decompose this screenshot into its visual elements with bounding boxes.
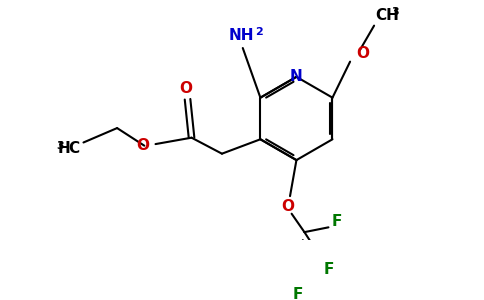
Text: 2: 2 [256, 27, 263, 37]
Text: O: O [357, 46, 369, 61]
Text: O: O [180, 81, 193, 96]
Text: F: F [293, 287, 303, 300]
Text: O: O [136, 138, 149, 153]
Text: N: N [290, 69, 303, 84]
Text: 3: 3 [392, 7, 399, 17]
Text: C: C [68, 141, 79, 156]
Text: NH: NH [228, 28, 254, 43]
Text: 3: 3 [57, 141, 64, 151]
Text: F: F [331, 214, 342, 229]
Text: CH: CH [376, 8, 400, 23]
Text: H: H [58, 141, 71, 156]
Text: F: F [323, 262, 333, 277]
Text: O: O [281, 199, 294, 214]
